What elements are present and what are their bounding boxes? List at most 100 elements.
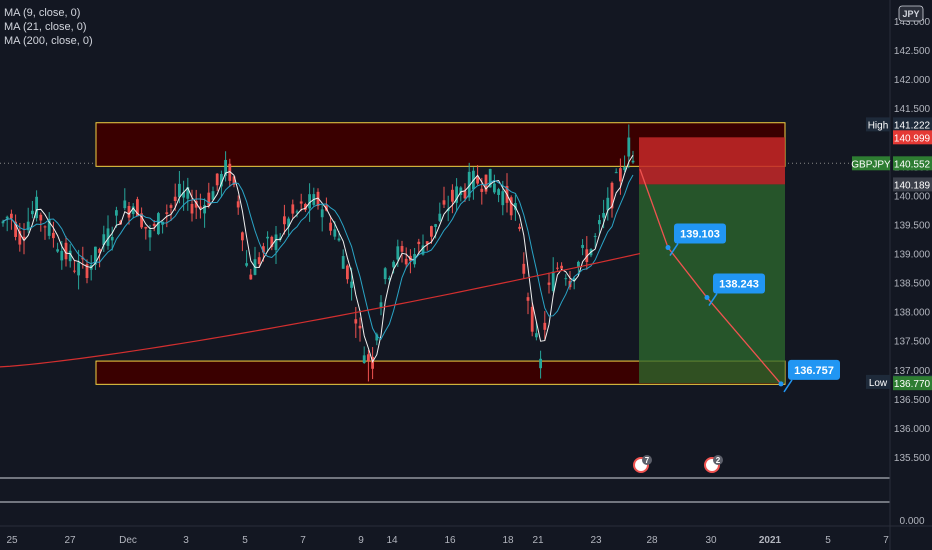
time-tick-label: 7: [300, 535, 306, 546]
candle-body: [610, 182, 614, 209]
ma21-legend[interactable]: MA (21, close, 0): [4, 21, 87, 33]
candle-body: [518, 226, 521, 229]
candle-body: [329, 222, 332, 231]
target-3-label-text: 136.757: [794, 365, 834, 377]
time-tick-label: Dec: [119, 535, 137, 546]
time-tick-label: 2021: [759, 535, 782, 546]
ma9-legend[interactable]: MA (9, close, 0): [4, 7, 81, 19]
candle-body: [425, 241, 429, 245]
candle-body: [228, 163, 232, 181]
candle-body: [199, 206, 202, 209]
price-label-value-bg: [893, 177, 932, 192]
time-tick-label: 9: [358, 535, 364, 546]
candle-body: [47, 218, 51, 236]
candle-body: [543, 322, 547, 330]
target-1-label-box[interactable]: [674, 223, 726, 244]
projection-point[interactable]: [704, 295, 710, 301]
price-label-tag-bg: [866, 117, 890, 132]
ma21-line: [2, 174, 634, 340]
candle-body: [304, 203, 307, 210]
candle-body: [144, 226, 148, 229]
candle-body: [467, 171, 471, 198]
price-label-tag-bg: [866, 374, 890, 389]
candle-body: [451, 189, 454, 202]
candle-body: [127, 206, 131, 218]
candle-body: [165, 212, 169, 214]
candle-body: [169, 205, 173, 208]
candle-body: [547, 282, 551, 285]
candle-body: [442, 200, 446, 205]
price-label-tag-bg: [852, 156, 890, 171]
time-tick-label: 5: [825, 535, 831, 546]
candle-body: [81, 257, 85, 260]
candle-body: [211, 191, 215, 200]
candle-body: [194, 200, 198, 208]
candle-body: [10, 213, 13, 219]
candle-body: [115, 210, 118, 216]
candle-body: [627, 137, 631, 157]
candle-body: [455, 186, 458, 203]
price-label-tag: Low: [869, 378, 888, 389]
candle-body: [476, 177, 479, 184]
time-tick-label: 30: [705, 535, 717, 546]
candle-body: [593, 235, 597, 237]
currency-badge-text: JPY: [902, 9, 919, 19]
price-label-tag: High: [868, 120, 889, 131]
price-label-value-bg: [893, 156, 932, 171]
candle-body: [514, 203, 517, 210]
ma200-legend[interactable]: MA (200, close, 0): [4, 35, 93, 47]
price-tick-label: 0.000: [899, 516, 924, 527]
candle-body: [85, 264, 89, 278]
projection-path[interactable]: [639, 169, 782, 385]
time-tick-label: 7: [883, 535, 889, 546]
time-tick-label: 18: [502, 535, 514, 546]
candle-body: [530, 306, 534, 332]
candle-body: [446, 208, 450, 212]
candle-body: [581, 244, 584, 248]
candle-body: [316, 191, 320, 207]
candle-body: [556, 267, 559, 269]
candle-body: [148, 229, 152, 238]
candle-body: [14, 221, 17, 237]
candle-body: [379, 302, 383, 308]
projection-point[interactable]: [665, 245, 671, 251]
candle-body: [287, 218, 290, 227]
projection-point[interactable]: [778, 381, 784, 387]
target-3-label-box[interactable]: [788, 359, 840, 380]
candle-body: [354, 319, 358, 324]
price-tick-label: 142.000: [894, 75, 931, 86]
candle-body: [396, 246, 400, 260]
candle-body: [598, 220, 601, 225]
candle-body: [215, 173, 219, 186]
candle-body: [346, 265, 349, 280]
candle-body: [131, 206, 135, 215]
ma9-line: [2, 154, 634, 363]
candle-body: [73, 270, 76, 272]
candle-body: [526, 297, 530, 301]
candle-body: [31, 210, 34, 215]
candle-body: [5, 216, 9, 219]
candle-body: [77, 262, 80, 276]
target-2-label-pointer: [708, 293, 718, 306]
price-tick-label: 143.000: [894, 17, 931, 28]
candle-body: [430, 226, 433, 237]
price-tick-label: 136.000: [894, 424, 931, 435]
candle-body: [564, 278, 568, 280]
candle-body: [257, 257, 261, 264]
candle-body: [388, 277, 391, 280]
candle-body: [367, 354, 370, 362]
target-2-label-box[interactable]: [713, 273, 765, 294]
candle-body: [203, 205, 206, 214]
candle-body: [631, 160, 635, 163]
stop-loss-zone[interactable]: [639, 137, 785, 185]
candle-body: [270, 236, 274, 248]
candle-body: [249, 274, 253, 280]
candle-body: [341, 256, 345, 269]
candle-body: [623, 167, 626, 171]
candle-body: [35, 196, 38, 219]
currency-badge[interactable]: [898, 5, 924, 22]
event-badge-count-bg: [642, 455, 652, 465]
event-badge-count-bg: [713, 455, 723, 465]
time-tick-label: 21: [532, 535, 544, 546]
